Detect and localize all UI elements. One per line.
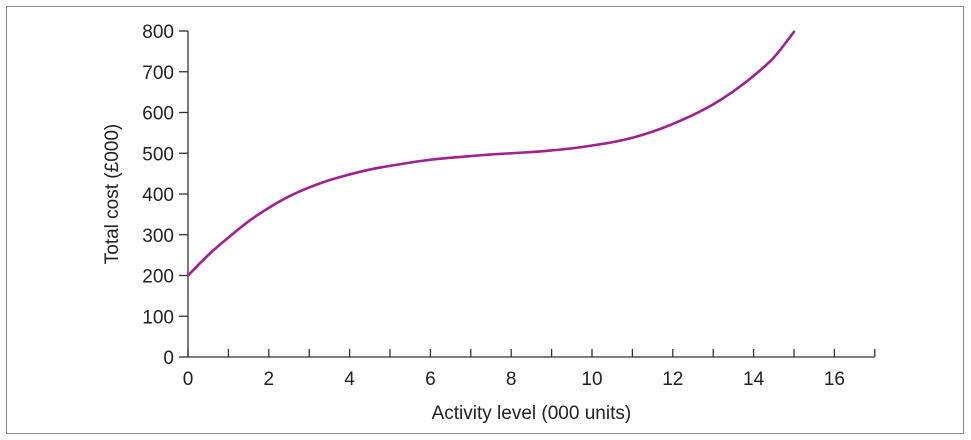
x-axis-title: Activity level (000 units) — [432, 403, 632, 424]
x-tick-label: 0 — [183, 369, 194, 390]
series-layer — [186, 30, 796, 277]
x-tick-label: 4 — [344, 369, 355, 390]
x-tick-label: 6 — [425, 369, 436, 390]
x-tick-label: 8 — [506, 369, 517, 390]
x-tick-label: 2 — [264, 369, 275, 390]
x-tick-label: 10 — [581, 369, 602, 390]
y-tick-label: 600 — [142, 104, 174, 125]
y-tick-label: 200 — [142, 267, 174, 288]
y-tick-label: 0 — [163, 348, 174, 369]
series-line — [186, 30, 796, 277]
y-axis: 0 100 200 300 400 500 600 700 800 — [142, 22, 189, 369]
x-tick-label: 12 — [662, 369, 683, 390]
y-tick-label: 300 — [142, 226, 174, 247]
x-axis: 0 2 4 6 8 10 12 14 16 — [183, 349, 876, 390]
y-tick-label: 700 — [142, 63, 174, 84]
y-tick-label: 800 — [142, 22, 174, 43]
y-axis-title: Total cost (£000) — [102, 124, 123, 264]
x-tick-label: 16 — [824, 369, 845, 390]
y-tick-label: 100 — [142, 307, 174, 328]
chart-frame — [6, 6, 964, 434]
y-tick-label: 400 — [142, 185, 174, 206]
y-tick-label: 500 — [142, 144, 174, 165]
x-tick-label: 14 — [743, 369, 765, 390]
